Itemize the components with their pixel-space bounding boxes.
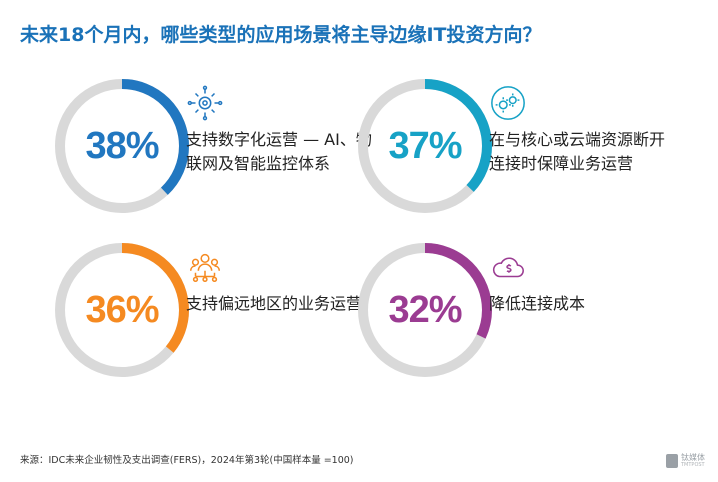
watermark-subtext: TMTPOST [681,462,705,468]
percent-value: 36% [85,289,159,331]
page-title: 未来18个月内，哪些类型的应用场景将主导边缘IT投资方向？ [20,24,542,46]
donut-chart [358,243,492,377]
donut-chart [55,79,189,213]
donut-arc [55,243,189,377]
percent-value: 37% [388,125,462,167]
percent-value: 38% [85,125,159,167]
cloud-gears-icon [491,86,525,120]
team-network-icon [189,253,221,283]
donut-card-connectivity-cost: 32% 降低连接成本 [355,240,685,380]
cloud-dollar-icon [492,257,524,278]
donut-card-digital-ops: 38% 支持数字化运营 — AI、物联网及智能监控体系 [52,76,382,216]
category-label: 在与核心或云端资源断开连接时保障业务运营 [489,130,666,173]
category-label: 支持偏远地区的业务运营 [186,294,363,313]
donut-card-remote-ops: 36% 支持偏远地区的业务运营 [52,240,382,380]
watermark-logo: 钛媒体 TMTPOST [666,452,706,472]
donut-chart [55,243,189,377]
category-label: 降低连接成本 [489,294,586,313]
donut-arc [358,243,492,377]
donut-chart [358,79,492,213]
percent-value: 32% [388,289,462,331]
source-note: 来源：IDC未来企业韧性及支出调查(FERS)，2024年第3轮(中国样本量 =… [20,455,354,466]
donut-card-disconnected-ops: 37% 在与核心或云端资源断开连接时保障业务运营 [355,76,685,216]
category-label: 支持数字化运营 — AI、物联网及智能监控体系 [186,130,372,173]
donut-arc [55,79,189,213]
gear-circuit-icon [187,85,223,121]
donut-arc [358,79,492,213]
watermark-text: 钛媒体 [681,453,705,462]
